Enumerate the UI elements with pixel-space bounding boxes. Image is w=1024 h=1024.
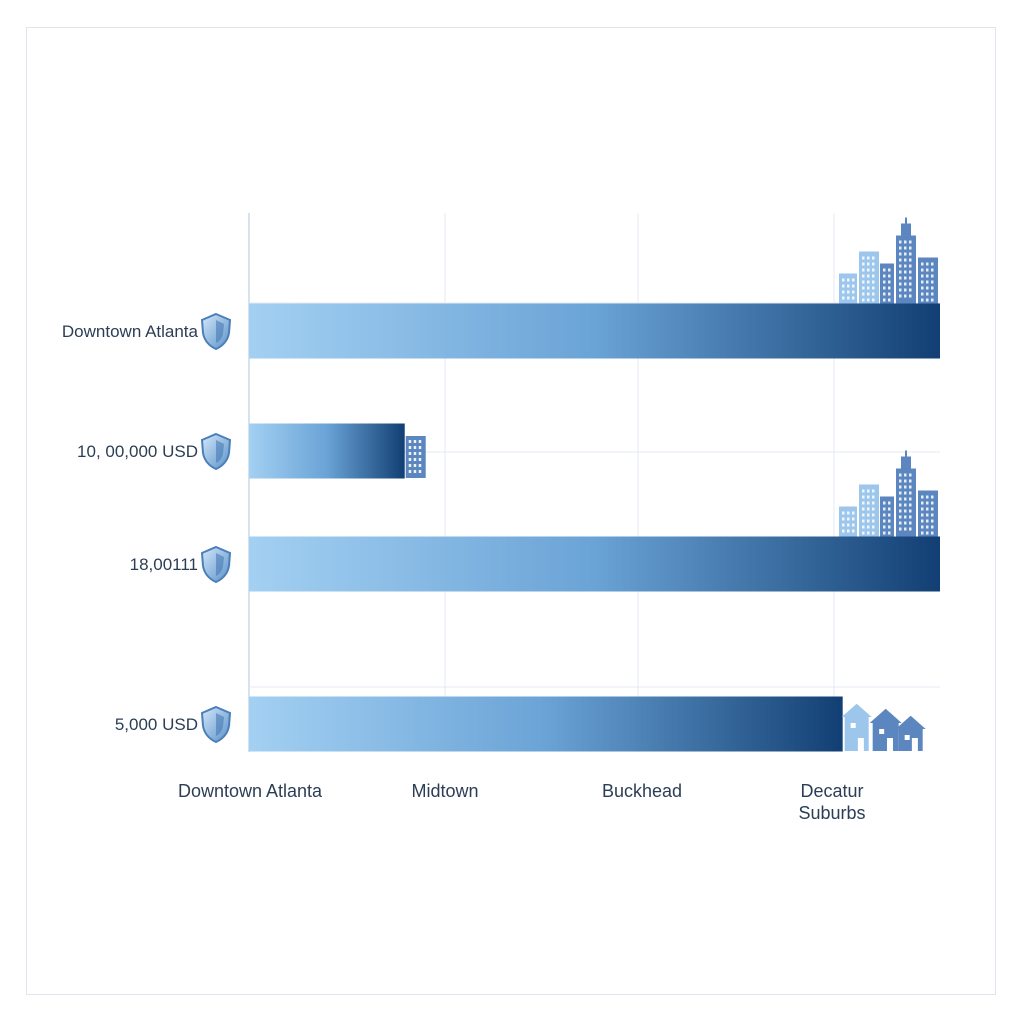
x-tick-label: Downtown Atlanta bbox=[178, 781, 323, 801]
bar-layer bbox=[249, 303, 940, 752]
icon-layer bbox=[405, 217, 938, 751]
y-tick-label: 5,000 USD bbox=[115, 715, 198, 734]
shield-icon bbox=[200, 432, 232, 471]
shield-icon bbox=[200, 705, 232, 744]
bar-1 bbox=[249, 303, 940, 359]
shield-icon bbox=[200, 545, 232, 584]
x-tick-label: Decatur Suburbs bbox=[798, 781, 865, 823]
y-tick-label: 18,00111 bbox=[130, 555, 198, 574]
shield-icon bbox=[200, 312, 232, 351]
x-tick-label: Midtown bbox=[411, 781, 478, 801]
bar-3 bbox=[249, 536, 940, 592]
bar-2 bbox=[249, 423, 405, 479]
bar-4 bbox=[249, 696, 843, 752]
y-tick-label: 10, 00,000 USD bbox=[77, 442, 198, 461]
city-skyline-icon bbox=[839, 217, 938, 304]
y-tick-label: Downtown Atlanta bbox=[62, 322, 199, 341]
x-tick-label: Buckhead bbox=[602, 781, 682, 801]
building-icon bbox=[405, 436, 426, 478]
label-layer: Downtown Atlanta 10, 00,000 USD 18,00111 5,… bbox=[62, 312, 866, 823]
grid-layer bbox=[248, 213, 940, 752]
city-skyline-icon bbox=[839, 450, 938, 537]
houses-icon bbox=[841, 703, 926, 751]
